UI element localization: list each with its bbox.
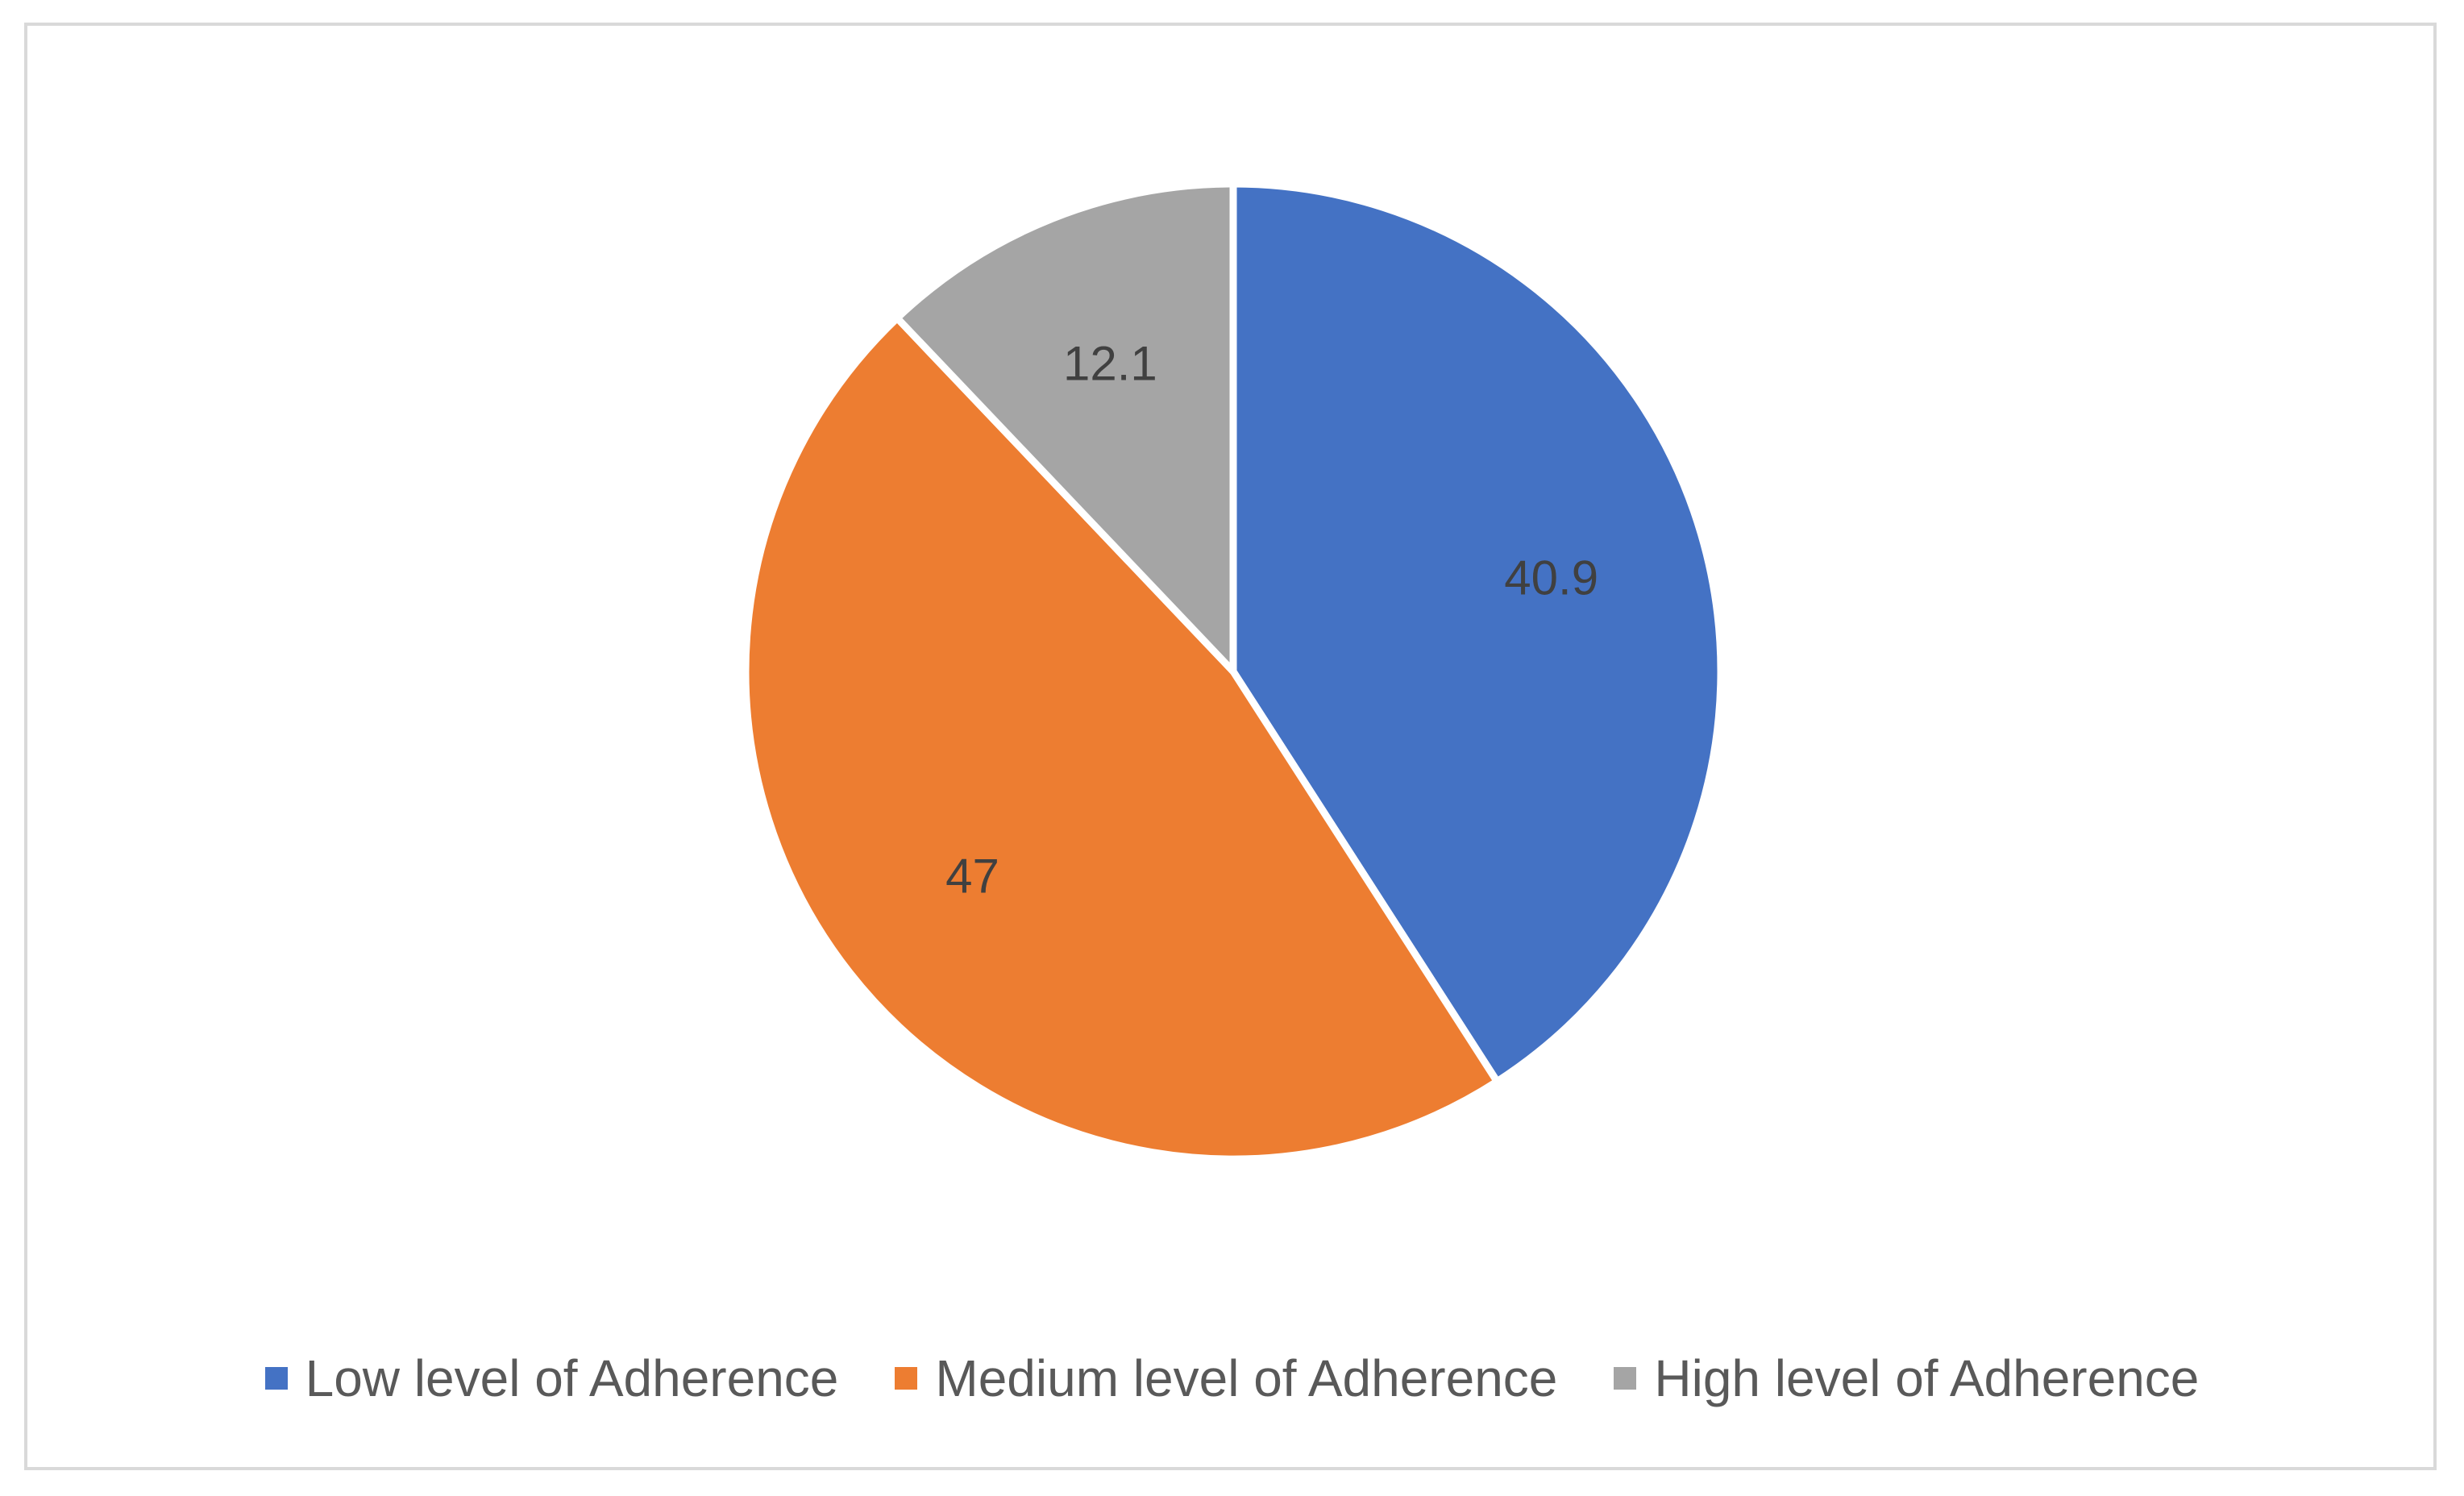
pie-slices — [742, 180, 1725, 1163]
legend-swatch-high — [1614, 1367, 1637, 1390]
legend-label-medium: Medium level of Adherence — [935, 1349, 1558, 1407]
legend-item-low: Low level of Adherence — [264, 1348, 839, 1408]
data-label-high: 12.1 — [1063, 336, 1157, 390]
pie-slice-high — [893, 180, 1237, 675]
data-label-medium: 47 — [945, 850, 999, 904]
legend-item-high: High level of Adherence — [1614, 1348, 2199, 1408]
pie-slice-medium — [742, 314, 1501, 1163]
legend-item-medium: Medium level of Adherence — [895, 1348, 1557, 1408]
pie-data-labels: 40.9 47 12.1 — [945, 336, 1598, 903]
data-label-low: 40.9 — [1504, 551, 1598, 605]
legend-swatch-low — [264, 1367, 288, 1390]
legend: Low level of Adherence Medium level of A… — [0, 1342, 2464, 1415]
legend-label-low: Low level of Adherence — [305, 1349, 839, 1407]
legend-swatch-medium — [895, 1367, 918, 1390]
legend-label-high: High level of Adherence — [1654, 1349, 2200, 1407]
